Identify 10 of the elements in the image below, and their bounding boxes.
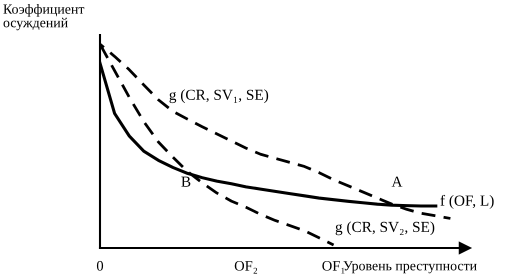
y-axis-title: Коэффициент осуждений (3, 4, 84, 30)
x-tick-label: 0 (96, 260, 104, 271)
series-label: g (CR, SV₂, SE) (336, 221, 434, 236)
series-label: g (CR, SV₁, SE) (169, 89, 268, 104)
annotation: A (392, 176, 402, 187)
x-axis-title: Уровень преступности (343, 261, 477, 274)
series-label: f (OF, L) (440, 194, 494, 209)
annotation: B (181, 176, 190, 187)
x-tick-label: OF₂ (234, 260, 258, 274)
x-tick-label: OF₁ (322, 260, 344, 274)
